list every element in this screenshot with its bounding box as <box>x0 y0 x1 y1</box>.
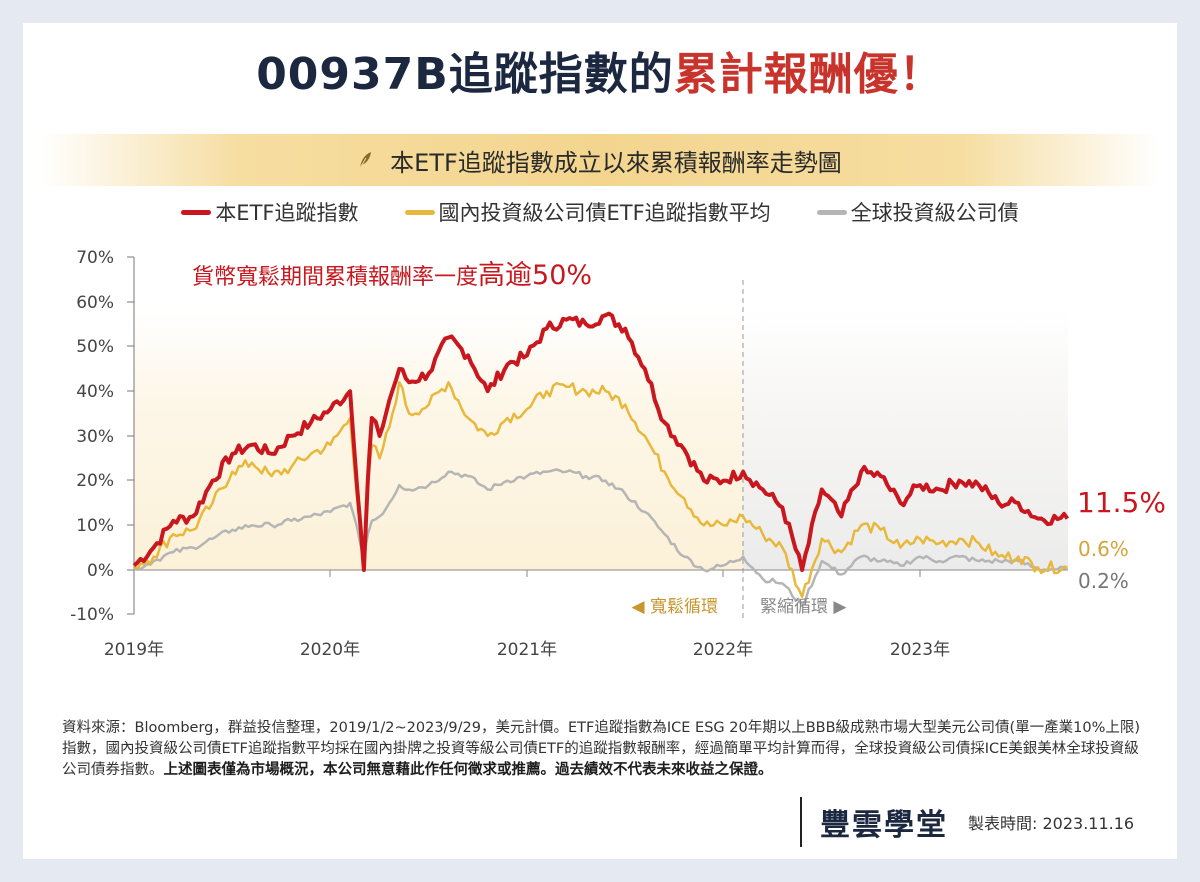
end-value-etf-index: 11.5% <box>1077 486 1166 519</box>
series-domestic-average-line <box>133 381 1068 599</box>
svg-text:20%: 20% <box>76 471 114 491</box>
chart-title-banner: 本ETF追蹤指數成立以來累積報酬率走勢圖 <box>40 134 1160 186</box>
legend-item-domestic-average: 國內投資級公司債ETF追蹤指數平均 <box>404 197 771 227</box>
made-date: 製表時間: 2023.11.16 <box>968 814 1135 833</box>
svg-text:2023年: 2023年 <box>890 640 950 660</box>
end-value-global-ig: 0.2% <box>1078 569 1129 593</box>
legend-swatch-gold <box>404 209 435 215</box>
svg-text:60%: 60% <box>76 293 114 313</box>
svg-text:0%: 0% <box>87 561 114 581</box>
x-tick-labels: 2019年 2020年 2021年 2022年 2023年 <box>104 640 950 660</box>
y-axis <box>127 256 135 615</box>
tightening-cycle-shading <box>743 310 1068 570</box>
chart-title: 本ETF追蹤指數成立以來累積報酬率走勢圖 <box>390 148 842 177</box>
legend-label: 全球投資級公司債 <box>850 201 1019 225</box>
footnote-text: 資料來源：Bloomberg，群益投信整理，2019/1/2~2023/9/29… <box>62 720 1141 778</box>
legend-item-global-ig: 全球投資級公司債 <box>816 197 1019 227</box>
end-value-domestic-average: 0.6% <box>1078 537 1129 561</box>
svg-text:2019年: 2019年 <box>104 640 164 660</box>
series-etf-index-line <box>132 311 1070 572</box>
legend-swatch-red <box>181 209 212 215</box>
svg-text:50%: 50% <box>76 337 114 357</box>
title-main: 00937B追蹤指數的 <box>256 49 674 100</box>
page-title: 00937B追蹤指數的累計報酬優！ <box>0 38 1200 102</box>
tightening-cycle-label: 緊縮循環 ▶ <box>760 597 847 617</box>
leaf-icon <box>359 152 372 169</box>
brand-block: 豐雲學堂 製表時間: 2023.11.16 <box>800 797 1134 847</box>
peak-annotation: 貨幣寬鬆期間累積報酬率一度高逾50% <box>192 260 592 291</box>
title-highlight: 累計報酬優！ <box>673 49 944 100</box>
svg-text:2021年: 2021年 <box>497 640 557 660</box>
svg-text:30%: 30% <box>76 427 114 447</box>
easing-cycle-label: ◀ 寬鬆循環 <box>632 596 718 617</box>
svg-text:2020年: 2020年 <box>300 640 360 660</box>
svg-text:2022年: 2022年 <box>693 640 753 660</box>
x-axis <box>134 569 1068 577</box>
legend-item-etf-index: 本ETF追蹤指數 <box>181 197 359 227</box>
chart-legend: 本ETF追蹤指數 國內投資級公司債ETF追蹤指數平均 全球投資級公司債 <box>0 197 1200 227</box>
legend-label: 本ETF追蹤指數 <box>215 201 359 225</box>
legend-label: 國內投資級公司債ETF追蹤指數平均 <box>438 201 771 225</box>
disclaimer-text: 上述圖表僅為市場概況，本公司無意藉此作任何徵求或推薦。過去績效不代表未來收益之保… <box>163 762 773 778</box>
legend-swatch-grey <box>816 209 847 215</box>
brand-logo: 豐雲學堂 <box>820 808 948 843</box>
svg-text:70%: 70% <box>76 248 114 268</box>
svg-text:40%: 40% <box>76 382 114 402</box>
source-footnote: 資料來源：Bloomberg，群益投信整理，2019/1/2~2023/9/29… <box>62 718 1142 781</box>
svg-text:-10%: -10% <box>70 605 114 625</box>
series-global-ig-line <box>133 468 1068 608</box>
y-tick-labels: 70% 60% 50% 40% 30% 20% 10% 0% -10% <box>70 248 114 625</box>
brand-divider <box>800 797 802 847</box>
svg-text:10%: 10% <box>76 516 114 536</box>
